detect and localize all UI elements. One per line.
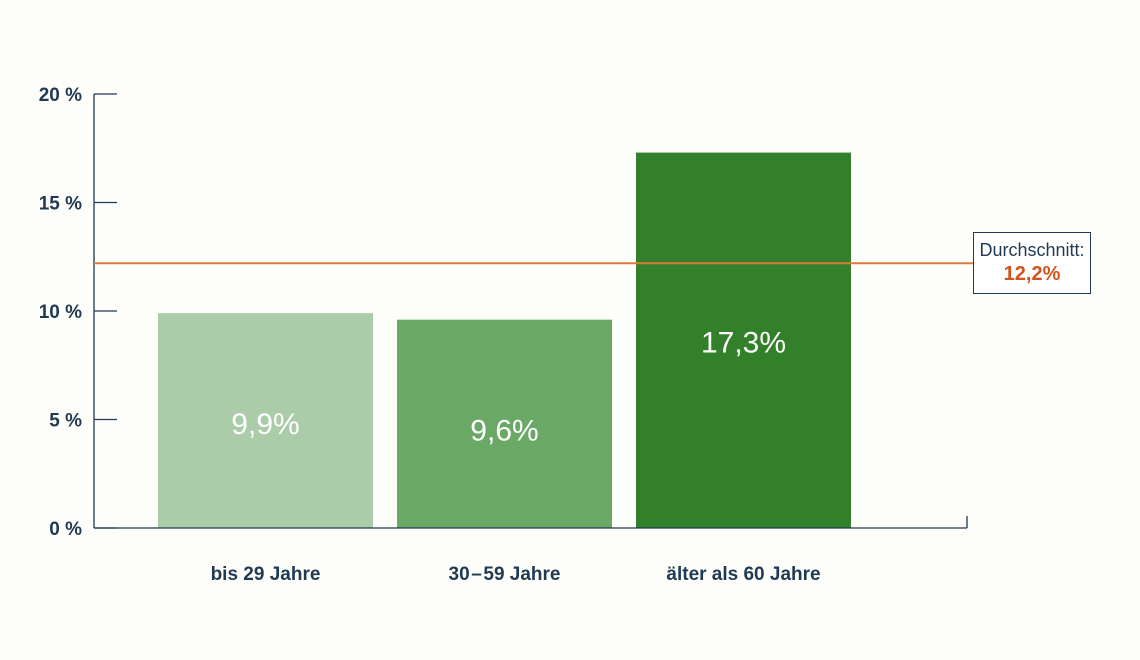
bar [636,152,851,528]
y-tick-label: 5 % [49,411,82,432]
x-category-label: 30 – 59 Jahre [449,564,561,585]
y-tick-label: 0 % [49,519,82,540]
average-value: 12,2% [1003,263,1061,285]
x-category-label: bis 29 Jahre [211,564,321,585]
bar-data-label: 9,6% [470,415,538,448]
average-label: Durchschnitt: [979,240,1085,260]
y-axis: 0 % 5 % 10 % 15 % 20 % [39,85,117,540]
bar-data-label: 9,9% [231,408,299,441]
bar [397,319,612,528]
bar [158,313,373,528]
y-tick-label: 15 % [39,194,82,215]
bars: 9,9% 9,6% 17,3% [158,152,851,528]
average-callout: Durchschnitt: 12,2% [973,232,1091,294]
y-tick-label: 20 % [39,85,82,106]
y-tick-label: 10 % [39,302,82,323]
x-category-label: älter als 60 Jahre [666,564,820,585]
bar-data-label: 17,3% [701,327,786,360]
x-axis: bis 29 Jahre 30 – 59 Jahre älter als 60 Ja… [94,516,968,585]
